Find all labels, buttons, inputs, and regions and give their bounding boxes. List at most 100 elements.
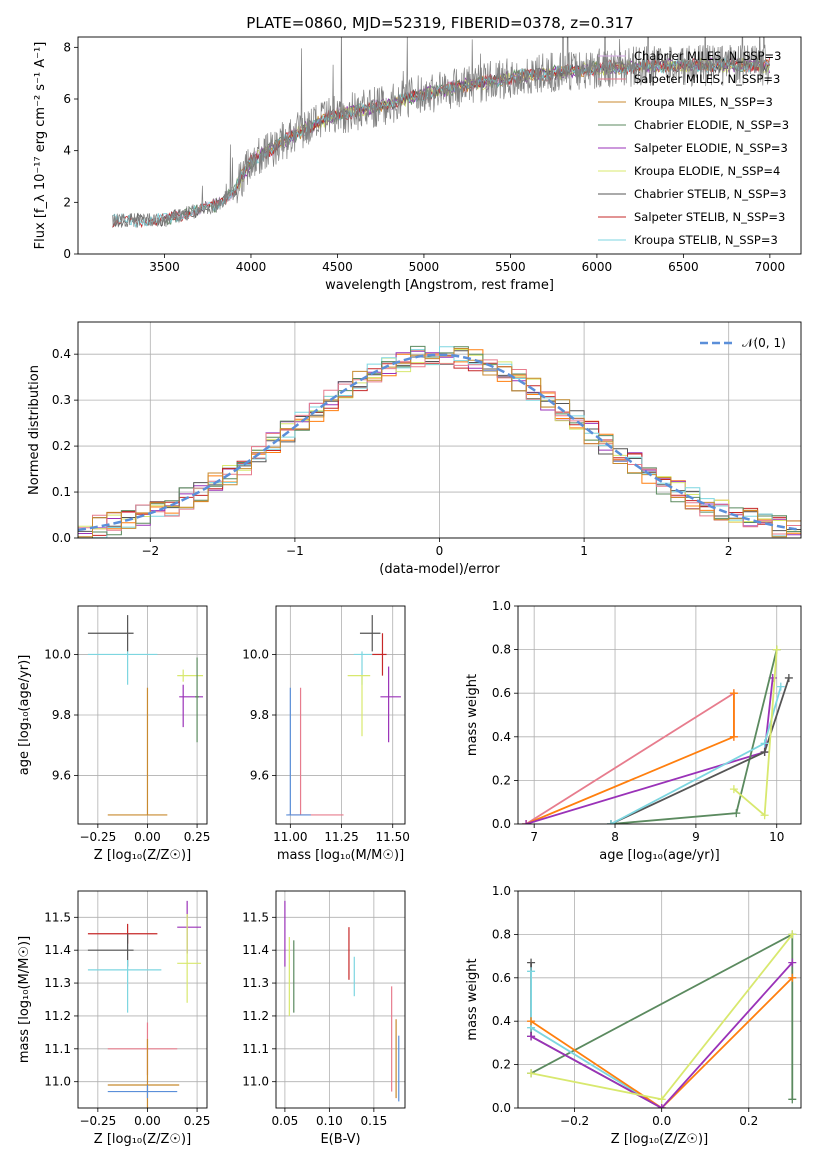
y-tick-label: 0.0 [492,1101,511,1115]
x-tick-label: 4500 [322,260,353,274]
legend-label: 𝒩(0, 1) [742,336,786,350]
y-tick-label: 1.0 [492,599,511,613]
y-tick-label: 11.5 [242,910,269,924]
y-tick-label: 0 [63,247,71,261]
y-tick-label: 11.2 [242,1009,269,1023]
y-tick-label: 0.3 [52,393,71,407]
panel-mw_vs_Z: −0.2 0.0 0.2 0.0 0.2 0.4 0.6 0.8 1.0 Z [log₁₀(Z/Z… [465,884,802,1147]
panel-mass_vs_Z: −0.25 0.00 0.25 11.0 11.1 11.2 11.3 11.4 11.5 Z [… [17,890,211,1147]
x-tick-label: 0.00 [134,1114,161,1128]
mass-weight-line [525,691,735,824]
mass-weight-marker [527,1017,536,1026]
x-tick-label: 7000 [755,260,786,274]
figure-title: PLATE=0860, MJD=52319, FIBERID=0378, z=0… [246,14,633,32]
mass-weight-marker [527,1032,536,1041]
y-axis-label: Normed distribution [27,365,42,495]
x-tick-label: 0.05 [272,1114,299,1128]
x-tick-label: 5000 [409,260,440,274]
x-tick-label: 0.25 [184,1114,211,1128]
x-tick-label: 0 [436,544,444,558]
x-tick-label: 4000 [236,260,267,274]
y-tick-label: 10.0 [44,647,71,661]
legend-label: Kroupa ELODIE, N_SSP=4 [634,164,780,178]
y-tick-label: 0.0 [492,817,511,831]
y-tick-label: 11.1 [44,1042,71,1056]
y-tick-label: 0.4 [492,730,511,744]
observed-spectrum-line [112,37,770,229]
mass-weight-marker [788,930,797,939]
y-tick-label: 4 [63,144,71,158]
mass-weight-line [530,977,793,1108]
mass-weight-marker [606,820,615,824]
x-tick-label: −1 [286,544,304,558]
x-axis-label: wavelength [Angstrom, rest frame] [325,278,554,293]
y-tick-label: 11.5 [44,910,71,924]
x-tick-label: 3500 [149,260,180,274]
mass-weight-marker [776,682,785,691]
y-tick-label: 0.8 [492,927,511,941]
y-tick-label: 11.0 [242,1075,269,1089]
y-tick-label: 9.6 [52,769,71,783]
panel-mass_vs_ebv: 0.05 0.10 0.15 11.0 11.1 11.2 11.3 11.4 11.5 E(B-… [242,890,406,1147]
x-tick-label: 0.2 [739,1114,758,1128]
mass-weight-marker [729,689,738,698]
plot-area [78,606,207,824]
mass-weight-marker [527,958,536,967]
y-tick-label: 8 [63,40,71,54]
y-tick-label: 2 [63,195,71,209]
y-tick-label: 0.1 [52,485,71,499]
legend-label: Chabrier STELIB, N_SSP=3 [634,187,786,201]
y-tick-label: 0.4 [52,347,71,361]
mass-weight-marker [527,967,536,976]
y-tick-label: 11.2 [44,1009,71,1023]
axes-frame [517,605,802,825]
gaussian-curve [78,353,801,532]
axes-frame [77,605,208,825]
y-tick-label: 9.6 [250,769,269,783]
x-axis-label: Z [log₁₀(Z/Z☉)] [94,848,191,863]
panel-mw_vs_age: 7 8 9 10 0.0 0.2 0.4 0.6 0.8 1.0 age [log₁₀(age/yr… [465,599,802,863]
y-axis-label: mass weight [465,674,480,756]
x-tick-label: 5500 [495,260,526,274]
mass-weight-marker [772,645,781,654]
y-tick-label: 9.8 [250,708,269,722]
mass-weight-marker [657,1104,666,1108]
x-tick-label: 2 [725,544,733,558]
x-tick-label: −2 [141,544,159,558]
x-tick-label: 0.15 [361,1114,388,1128]
axes-frame [77,890,208,1109]
legend-label: Salpeter STELIB, N_SSP=3 [634,210,785,224]
plot-area [276,891,405,1108]
x-tick-label: 9 [692,830,700,844]
x-tick-label: −0.25 [79,1114,116,1128]
y-axis-label: age [log₁₀(age/yr)] [17,655,32,776]
mass-weight-marker [729,785,738,794]
plot-area [112,37,770,229]
mass-weight-marker [788,958,797,967]
histogram-line [78,348,801,538]
plot-area [276,606,405,824]
model-spectrum-line [112,58,770,228]
panel-age_vs_mass: 11.00 11.25 11.50 9.6 9.8 10.0 mass [log₁₀(M/M… [242,605,410,863]
y-tick-label: 6 [63,92,71,106]
mass-weight-marker [784,673,793,682]
panel-age_vs_Z: −0.25 0.00 0.25 9.6 9.8 10.0 Z [log₁₀(Z/Z☉)] ag… [17,605,210,863]
x-tick-label: 11.25 [324,830,358,844]
plot-area [78,891,207,1108]
mass-weight-marker [657,1095,666,1104]
legend-label: Salpeter ELODIE, N_SSP=3 [634,141,788,155]
axes-frame [77,321,802,539]
y-tick-label: 11.1 [242,1042,269,1056]
axes-frame [77,36,802,255]
panel-residuals: −2 −1 0 1 2 0.0 0.1 0.2 0.3 0.4 (data-model)/error… [27,321,802,577]
panel-spectrum: 3500 4000 4500 5000 5500 6000 6500 7000 0 2 4 6 8 wav… [33,36,802,293]
mass-weight-marker [527,1069,536,1078]
x-tick-label: −0.25 [79,830,116,844]
axes-frame [275,605,406,825]
y-tick-label: 0.4 [492,1014,511,1028]
legend-label: Kroupa MILES, N_SSP=3 [634,95,773,109]
y-tick-label: 0.2 [52,439,71,453]
plot-area [518,606,801,824]
y-tick-label: 1.0 [492,884,511,898]
y-axis-label: Flux [f_λ 10⁻¹⁷ erg cm⁻² s⁻¹ A⁻¹] [33,42,48,250]
